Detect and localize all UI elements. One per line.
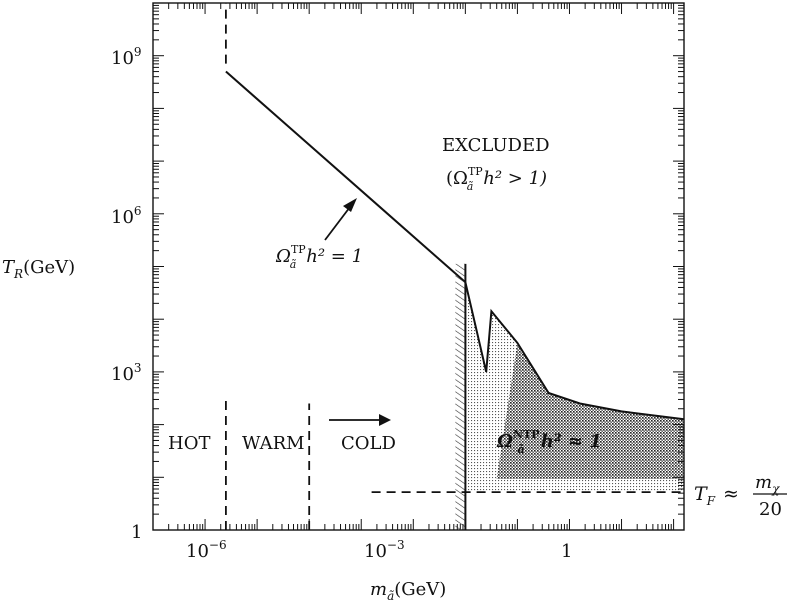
ntp-region-label: ΩNTP ã h² ≈ 1	[496, 428, 602, 456]
y-tick-label: 109	[111, 45, 142, 69]
x-tick-label: 10−6	[186, 538, 227, 562]
y-tick-labels: 1 103 106 109	[111, 45, 142, 543]
tf-denominator: 20	[759, 499, 782, 520]
series-non-thermal-production-bound	[464, 282, 685, 421]
y-axis-label: TR(GeV)	[2, 257, 75, 281]
excluded-condition: (ΩTP ã h² > 1)	[446, 165, 547, 193]
ntp-left-region	[465, 282, 497, 461]
allowed-regions	[465, 282, 684, 493]
series-lines	[225, 3, 685, 530]
y-tick-label: 1	[131, 522, 142, 543]
y-tick-label: 103	[111, 361, 142, 385]
x-tick-label: 10−3	[364, 538, 405, 562]
excluded-label: EXCLUDED	[442, 135, 550, 156]
tf-numerator: mχ	[755, 472, 780, 496]
warm-label: WARM	[242, 433, 305, 454]
freeze-out-formula: TF ≈ mχ 20	[694, 472, 787, 520]
mass-bound-hatching	[455, 263, 466, 530]
cold-label: COLD	[341, 433, 396, 454]
curve-arrow	[324, 198, 357, 241]
hot-label: HOT	[168, 433, 210, 454]
x-tick-label: 1	[561, 541, 572, 562]
x-tick-labels: 10−6 10−3 1	[186, 538, 572, 562]
ntp-dense-region	[496, 342, 684, 479]
axis-ticks	[152, 2, 684, 531]
cold-arrow	[329, 414, 391, 426]
x-axis-label: mã(GeV)	[370, 579, 446, 603]
tp-curve-label: ΩTP ã h² = 1	[275, 243, 363, 271]
tf-label: TF ≈	[694, 483, 739, 508]
series-thermal-production-bound	[225, 70, 467, 284]
y-tick-label: 106	[111, 204, 142, 228]
